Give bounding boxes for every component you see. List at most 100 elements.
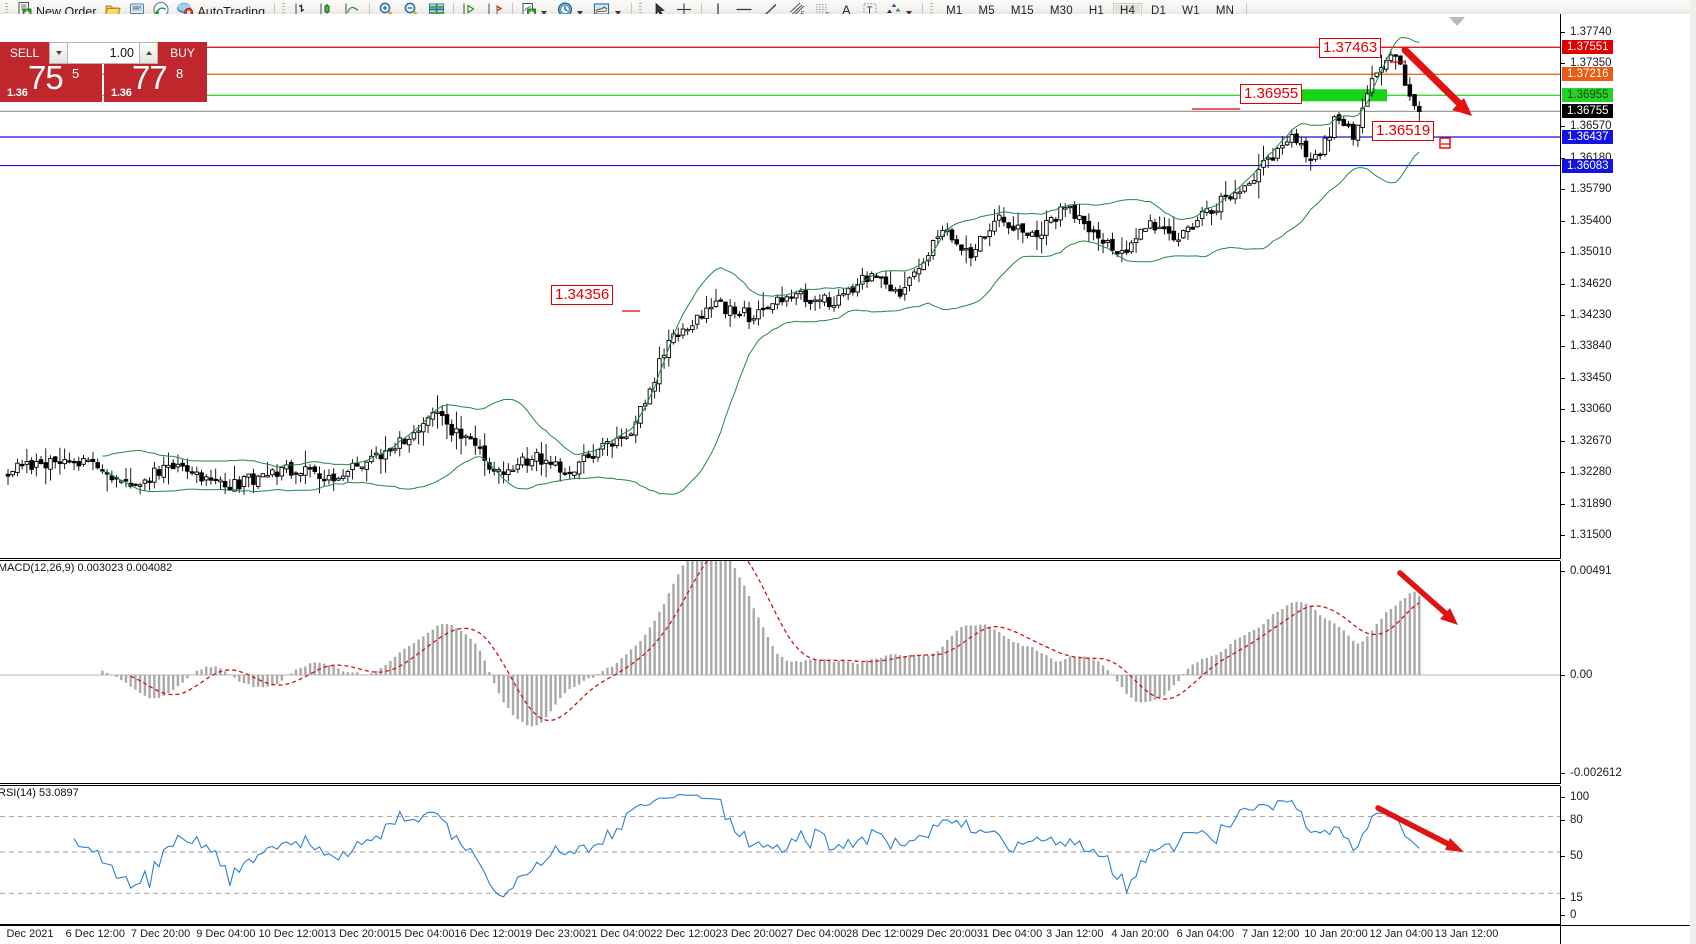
buy-fraction: 8 [176,66,184,81]
resistance-annotation[interactable]: 1.36955 [1240,84,1303,104]
price-scale[interactable]: 1.377401.373501.365701.361801.357901.354… [1560,14,1696,559]
svg-text:T: T [867,5,873,16]
target-annotation[interactable]: 1.36519 [1372,121,1435,141]
rsi-pane[interactable]: RSI(14) 53.0897 [0,785,1560,925]
sell-fraction: 5 [72,66,80,81]
price-badge: 1.36955 [1562,88,1613,103]
indicators-dropdown-arrow[interactable] [541,10,548,15]
rsi-label: RSI(14) 53.0897 [0,787,79,799]
time-tick: 10 Dec 12:00 [258,928,324,940]
autotrading-icon [176,1,194,23]
price-chart-pane[interactable] [0,14,1560,559]
sell-button[interactable]: SELL [0,42,49,64]
svg-text:A: A [842,2,851,17]
time-tick: 22 Dec 12:00 [650,928,716,940]
toolbar-separator-1 [274,2,276,21]
swing-low-annotation[interactable]: 1.34356 [551,285,614,305]
arrows-tool-button[interactable] [882,1,918,23]
crosshair-tool-button[interactable] [671,1,697,23]
text-tool-button[interactable]: A [836,1,858,23]
rsi-canvas [0,794,1560,898]
zoom-in-icon [377,1,396,23]
one-click-trading-panel[interactable]: SELL 1.00 BUY 1.36 75 5 1.36 77 8 [0,42,207,102]
time-tick: 13 Jan 12:00 [1434,928,1499,940]
rsi-tick: 0 [1561,909,1576,922]
price-tick: 1.35010 [1561,246,1612,259]
sell-pips: 75 [28,64,64,96]
vertical-line-icon [709,1,727,23]
buy-big-figure: 1.36 [111,87,132,99]
time-tick: 7 Jan 12:00 [1241,928,1300,940]
rsi-scale[interactable]: 100 80 50 15 0 [1560,786,1696,925]
octp-controls-row: SELL 1.00 BUY [0,42,207,64]
text-icon: A [839,1,855,23]
price-tick: 1.32670 [1561,435,1612,448]
time-tick: 6 Dec 12:00 [65,928,125,940]
price-tick: 1.37350 [1561,57,1612,70]
macd-scale[interactable]: 0.00491 0.00 -0.002612 [1560,561,1696,784]
macd-tick: -0.002612 [1561,767,1622,780]
vertical-line-tool-button[interactable] [706,1,730,23]
trendline-icon [761,1,781,23]
time-tick: 6 Jan 04:00 [1176,928,1235,940]
price-tick: 1.31500 [1561,529,1612,542]
toolbar-grip-3[interactable] [638,2,646,21]
templates-button[interactable] [589,1,627,23]
trendline-tool-button[interactable] [758,1,784,23]
price-tick: 1.33840 [1561,340,1612,353]
toolbar-grip[interactable] [4,2,11,21]
toolbar-grip-2[interactable] [281,2,289,21]
price-tick: 1.33450 [1561,372,1612,385]
octp-price-row: 1.36 75 5 1.36 77 8 [0,64,207,102]
rsi-tick: 50 [1561,850,1583,863]
volume-decrement-button[interactable] [50,43,68,63]
volume-value[interactable]: 1.00 [68,43,139,63]
arrows-dropdown-arrow[interactable] [906,10,913,15]
volume-increment-button[interactable] [139,43,157,63]
macd-tick: 0.00 [1561,669,1592,682]
time-tick: 12 Jan 04:00 [1369,928,1434,940]
sell-price-box[interactable]: 1.36 75 5 [0,64,102,102]
time-tick: 16 Dec 12:00 [454,928,520,940]
price-badge: 1.37551 [1562,40,1613,55]
volume-stepper[interactable]: 1.00 [49,42,158,64]
price-tick: 1.35400 [1561,215,1612,228]
templates-dropdown-arrow[interactable] [615,10,622,15]
time-tick: 27 Dec 04:00 [780,928,847,940]
tile-windows-button[interactable] [424,1,449,23]
right-gutter [1690,0,1696,944]
price-chart-canvas [0,17,1560,495]
zoom-in-button[interactable] [374,1,399,23]
macd-tick: 0.00491 [1561,565,1612,578]
swing-high-annotation[interactable]: 1.37463 [1319,38,1382,58]
tile-windows-icon [427,1,446,23]
toolbar-separator-3 [453,2,455,21]
folder-icon [104,1,122,23]
macd-canvas [0,561,1560,727]
time-scale[interactable]: Dec 2021 6 Dec 12:00 7 Dec 20:00 9 Dec 04:0… [0,925,1560,944]
toolbar-grip-4[interactable] [929,2,937,21]
price-tick: 1.34620 [1561,278,1612,291]
time-tick: Dec 2021 [6,928,54,940]
price-tick: 1.32280 [1561,466,1612,479]
buy-button[interactable]: BUY [158,42,207,64]
toolbar-separator-4 [512,2,514,21]
buy-price-box[interactable]: 1.36 77 8 [104,64,207,102]
toolbar-separator-5 [631,2,633,21]
toolbar-separator-8 [1246,2,1248,21]
toolbar-separator-2 [369,2,371,21]
horizontal-line-tool-button[interactable] [730,1,758,23]
time-tick: 10 Jan 20:00 [1304,928,1368,940]
time-tick: 3 Jan 12:00 [1046,928,1104,940]
horizontal-line-icon [733,1,755,23]
template-icon [592,1,612,23]
rsi-tick: 100 [1561,791,1589,804]
price-tick: 1.35790 [1561,183,1612,196]
zoom-out-button[interactable] [399,1,424,23]
price-badge: 1.36437 [1562,130,1613,145]
price-tick: 1.36570 [1561,120,1612,133]
period-dropdown-arrow[interactable] [577,10,584,15]
time-tick: 7 Dec 20:00 [130,928,191,940]
expert-advisors-button[interactable] [101,1,125,23]
macd-pane[interactable]: MACD(12,26,9) 0.003023 0.004082 [0,560,1560,784]
